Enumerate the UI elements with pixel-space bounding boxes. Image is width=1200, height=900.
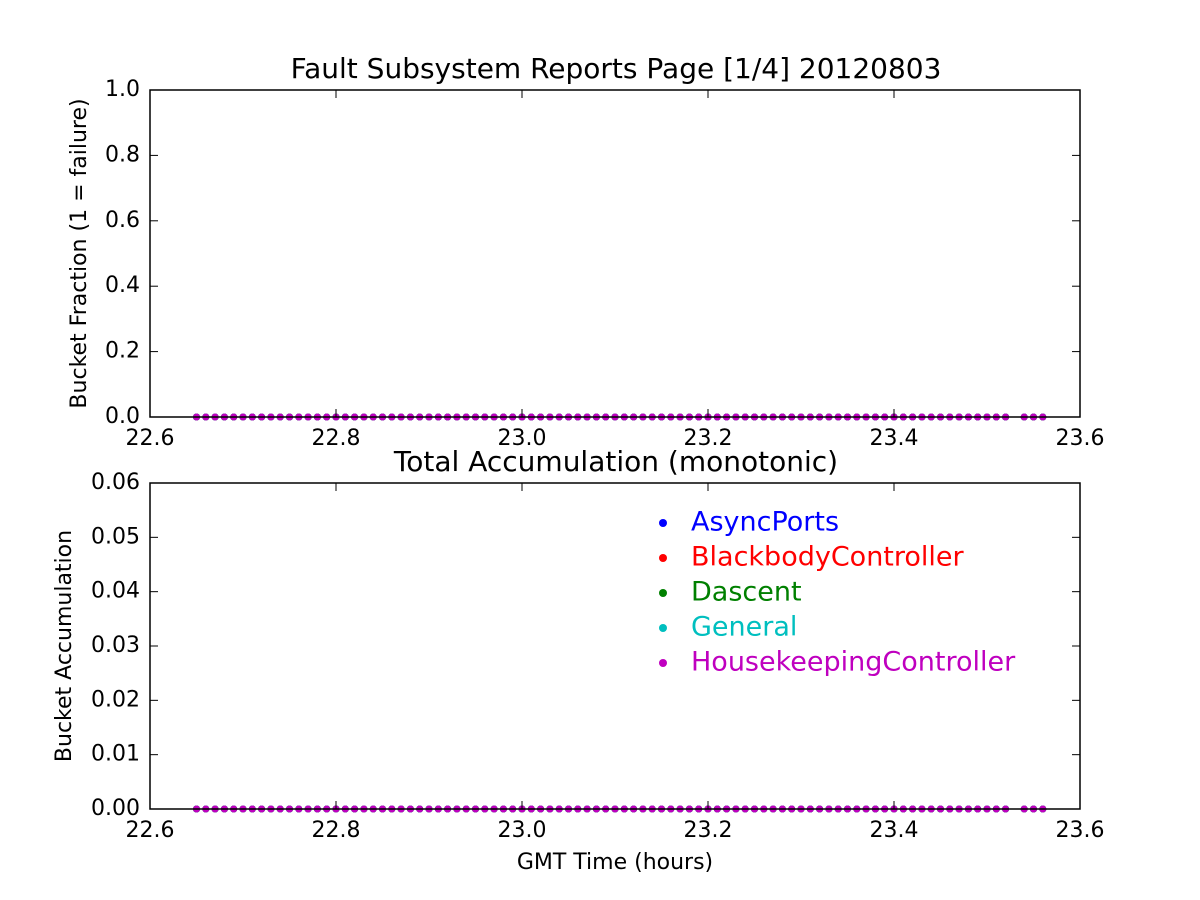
y-tick-label: 0.05 — [91, 524, 140, 549]
x-tick-label: 23.6 — [1056, 426, 1105, 451]
y-tick-label: 0.2 — [105, 339, 140, 364]
y-tick-label: 0.01 — [91, 742, 140, 767]
x-tick-label: 22.8 — [312, 818, 361, 843]
chart-title: Fault Subsystem Reports Page [1/4] 20120… — [291, 52, 942, 85]
legend-label: BlackbodyController — [691, 542, 965, 573]
legend-label: HousekeepingController — [691, 647, 1016, 678]
legend-marker — [659, 554, 667, 562]
chart-title: Total Accumulation (monotonic) — [393, 445, 838, 478]
y-tick-label: 1.0 — [105, 77, 140, 102]
legend-marker — [659, 519, 667, 527]
y-axis-label: Bucket Fraction (1 = failure) — [67, 98, 92, 408]
y-tick-label: 0.0 — [105, 404, 140, 429]
y-tick-label: 0.6 — [105, 208, 140, 233]
legend-label: AsyncPorts — [691, 507, 839, 538]
legend-marker — [659, 624, 667, 632]
x-tick-label: 23.2 — [684, 818, 733, 843]
y-tick-label: 0.00 — [91, 796, 140, 821]
plot-frame — [149, 89, 1081, 418]
y-tick-label: 0.4 — [105, 273, 140, 298]
y-tick-label: 0.06 — [91, 470, 140, 495]
y-tick-label: 0.02 — [91, 687, 140, 712]
x-tick-label: 22.8 — [312, 426, 361, 451]
legend-label: Dascent — [691, 577, 802, 608]
x-tick-label: 23.6 — [1056, 818, 1105, 843]
x-axis-label: GMT Time (hours) — [517, 850, 713, 875]
x-tick-label: 22.6 — [126, 818, 175, 843]
y-tick-label: 0.03 — [91, 633, 140, 658]
y-tick-label: 0.04 — [91, 579, 140, 604]
x-tick-label: 23.2 — [684, 426, 733, 451]
x-tick-label: 23.4 — [870, 818, 919, 843]
y-tick-label: 0.8 — [105, 142, 140, 167]
legend-label: General — [691, 612, 797, 643]
x-tick-label: 23.0 — [498, 426, 547, 451]
y-axis-label: Bucket Accumulation — [52, 530, 77, 762]
x-tick-label: 23.0 — [498, 818, 547, 843]
legend-marker — [659, 659, 667, 667]
legend-marker — [659, 589, 667, 597]
x-tick-label: 22.6 — [126, 426, 175, 451]
x-tick-label: 23.4 — [870, 426, 919, 451]
